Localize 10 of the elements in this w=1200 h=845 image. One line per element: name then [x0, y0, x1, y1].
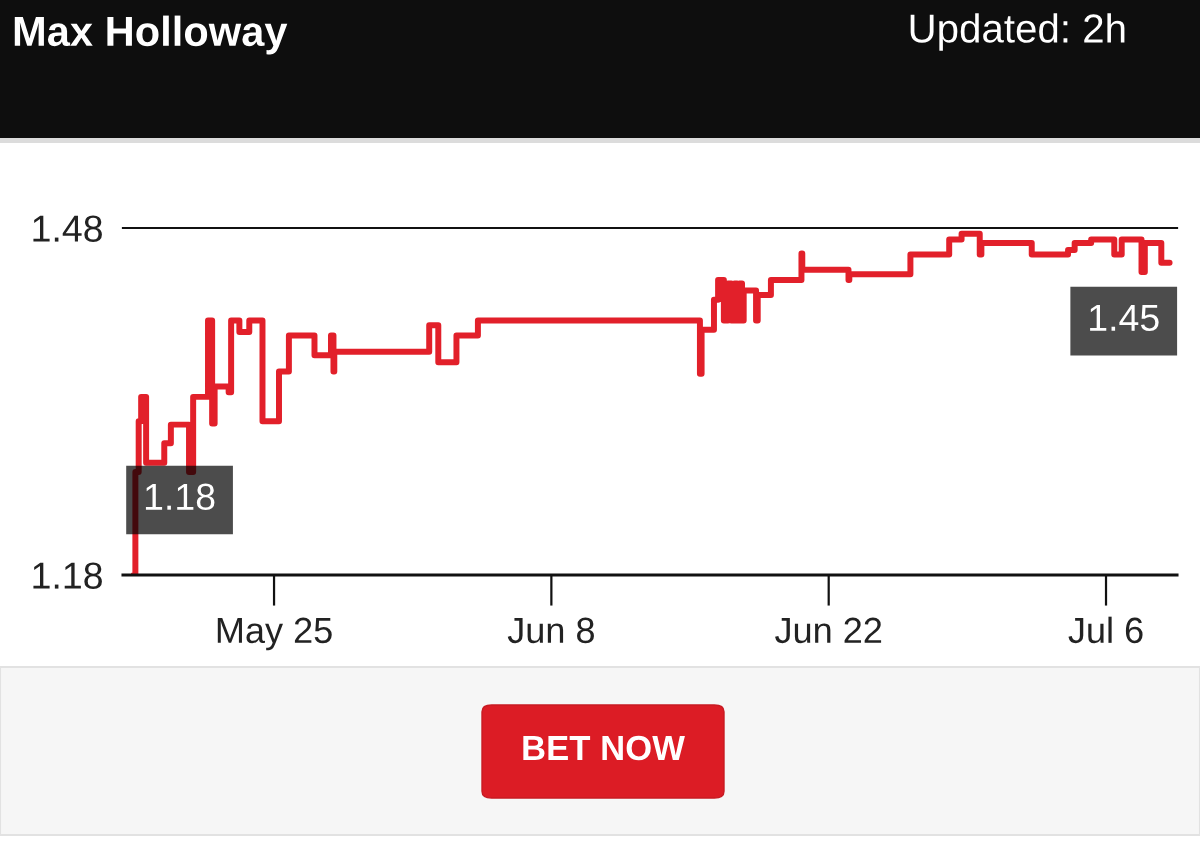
text: BET NOW: [523, 735, 685, 761]
x-tick-label: Jul 6: [1068, 616, 1143, 644]
x-tick-label: May 25: [217, 617, 332, 651]
annotation: 1.45: [1090, 304, 1159, 332]
y-tick-label: 1.48: [33, 215, 102, 242]
chart-title: Max Holloway: [14, 15, 288, 55]
x-tick-label: Jun 8: [507, 617, 594, 644]
annotation: 1.18: [145, 483, 215, 511]
x-tick-label: Jun 22: [775, 617, 882, 644]
text: Updated: 2h: [910, 13, 1125, 51]
